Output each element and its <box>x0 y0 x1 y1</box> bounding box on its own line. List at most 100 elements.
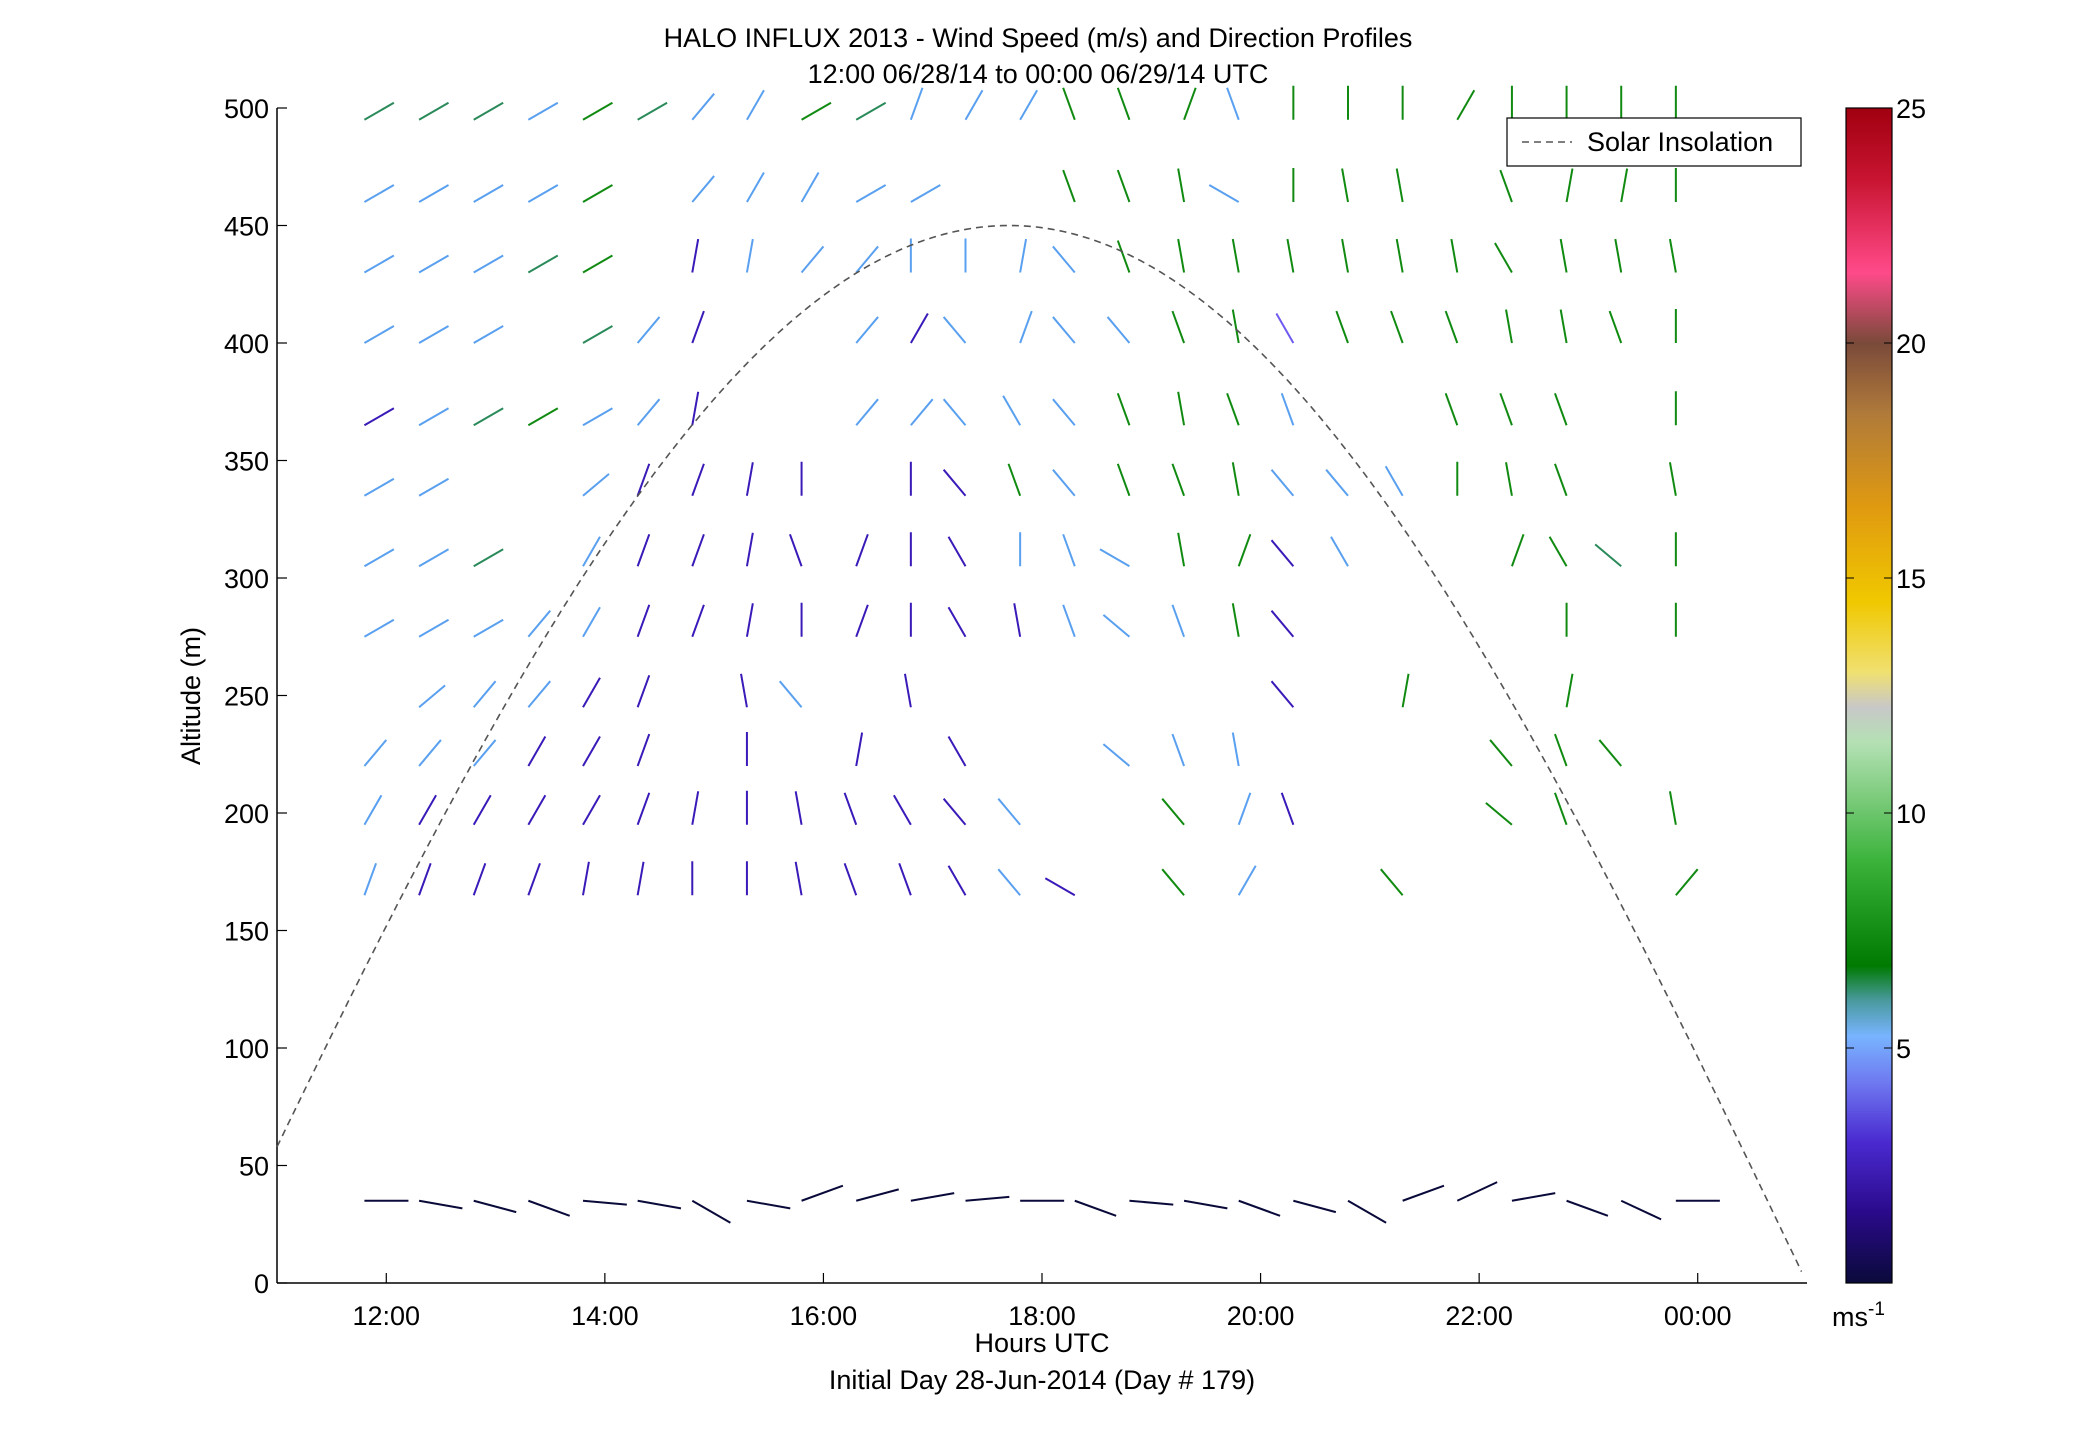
wind-barb <box>363 184 395 203</box>
wind-barb <box>1002 395 1022 426</box>
wind-barb <box>1335 310 1349 344</box>
wind-barb <box>1511 1192 1556 1202</box>
wind-barb <box>1510 533 1525 567</box>
wind-barb <box>636 463 651 497</box>
wind-barb <box>1559 309 1568 344</box>
wind-barb <box>1019 238 1028 273</box>
wind-barb <box>691 391 700 426</box>
wind-barb <box>363 548 395 568</box>
wind-barb <box>903 673 912 708</box>
wind-barb <box>1675 868 1699 896</box>
wind-barb <box>472 739 497 767</box>
wind-barb <box>1007 463 1022 497</box>
wind-barb <box>746 172 765 203</box>
wind-barb <box>1395 168 1404 203</box>
wind-barb <box>418 101 450 121</box>
wind-barb <box>418 684 446 709</box>
wind-barb <box>1237 792 1252 826</box>
wind-barb <box>745 532 754 567</box>
wind-barb <box>363 739 388 767</box>
wind-barb <box>1554 792 1568 826</box>
wind-barb <box>1505 309 1513 344</box>
wind-barb <box>1171 604 1186 638</box>
wind-barb <box>1566 1199 1609 1217</box>
wind-barb <box>1177 391 1186 426</box>
wind-barb <box>1270 610 1295 638</box>
wind-barb <box>1231 732 1240 767</box>
wind-barb <box>1052 398 1076 426</box>
wind-barb <box>418 325 450 344</box>
x-tick-label: 18:00 <box>1008 1301 1076 1331</box>
wind-barb <box>745 238 754 273</box>
wind-barb <box>1171 463 1186 497</box>
wind-barb <box>1208 184 1240 203</box>
wind-barb <box>746 1199 791 1210</box>
wind-barb <box>1620 1199 1662 1221</box>
wind-barb <box>1450 238 1459 273</box>
wind-barb <box>636 604 651 638</box>
wind-barb <box>1116 463 1131 497</box>
wind-barb <box>1565 168 1574 203</box>
wind-barb <box>898 862 912 896</box>
wind-barb <box>1013 603 1022 637</box>
wind-barb <box>1444 310 1459 344</box>
wind-barb <box>363 101 395 121</box>
x-tick-label: 22:00 <box>1445 1301 1513 1331</box>
wind-barb <box>636 316 661 344</box>
wind-barb <box>1341 168 1349 203</box>
wind-barb <box>473 1199 517 1214</box>
wind-barb <box>947 736 967 767</box>
wind-barb <box>582 184 613 203</box>
wind-barb <box>1106 316 1131 344</box>
wind-barb <box>1177 168 1186 203</box>
wind-barb <box>942 398 967 426</box>
x-axis-label-2: Initial Day 28-Jun-2014 (Day # 179) <box>829 1365 1255 1395</box>
colorbar-gradient <box>1845 107 1893 1284</box>
wind-barb <box>1116 240 1131 273</box>
y-tick-label: 150 <box>224 917 269 947</box>
wind-barb <box>1102 614 1131 638</box>
wind-barb <box>691 604 705 638</box>
wind-barb <box>1019 310 1033 344</box>
legend-label: Solar Insolation <box>1587 127 1773 157</box>
y-tick-label: 400 <box>224 329 269 359</box>
x-tick-label: 16:00 <box>790 1301 858 1331</box>
wind-barb <box>1231 462 1240 496</box>
wind-barb <box>1548 536 1568 567</box>
wind-barb <box>691 1199 731 1224</box>
wind-barb <box>691 463 705 497</box>
wind-barb <box>1280 792 1295 826</box>
wind-barb <box>1270 469 1295 497</box>
y-tick-label: 500 <box>224 94 269 124</box>
wind-barb <box>1668 462 1677 496</box>
wind-barb <box>473 548 504 568</box>
wind-barb <box>527 862 541 896</box>
wind-barb <box>636 398 661 426</box>
wind-barb <box>1380 868 1404 896</box>
wind-barb <box>1177 532 1186 567</box>
wind-barb <box>1608 310 1623 344</box>
wind-barb <box>1161 868 1185 896</box>
wind-barb <box>1485 802 1513 826</box>
wind-barb <box>800 245 825 274</box>
wind-barb <box>1559 238 1568 273</box>
colorbar-unit: ms-1 <box>1832 1299 1885 1332</box>
wind-barb <box>636 674 651 708</box>
wind-barb <box>528 1199 571 1217</box>
wind-barb <box>1183 1199 1228 1210</box>
wind-barb <box>855 245 879 274</box>
wind-barb <box>1499 169 1513 203</box>
wind-barb <box>473 618 504 638</box>
wind-barb <box>363 254 395 274</box>
wind-barb <box>1620 168 1629 203</box>
wind-barb <box>1062 533 1076 567</box>
y-tick-label: 0 <box>254 1269 269 1299</box>
wind-barb <box>1554 463 1568 497</box>
wind-barb <box>801 1184 844 1202</box>
wind-barb <box>691 533 705 567</box>
wind-barb <box>855 604 869 638</box>
colorbar-tick-label: 20 <box>1896 329 1926 359</box>
wind-barb <box>855 316 879 344</box>
wind-barb <box>1062 169 1076 203</box>
wind-barb <box>1384 465 1404 497</box>
